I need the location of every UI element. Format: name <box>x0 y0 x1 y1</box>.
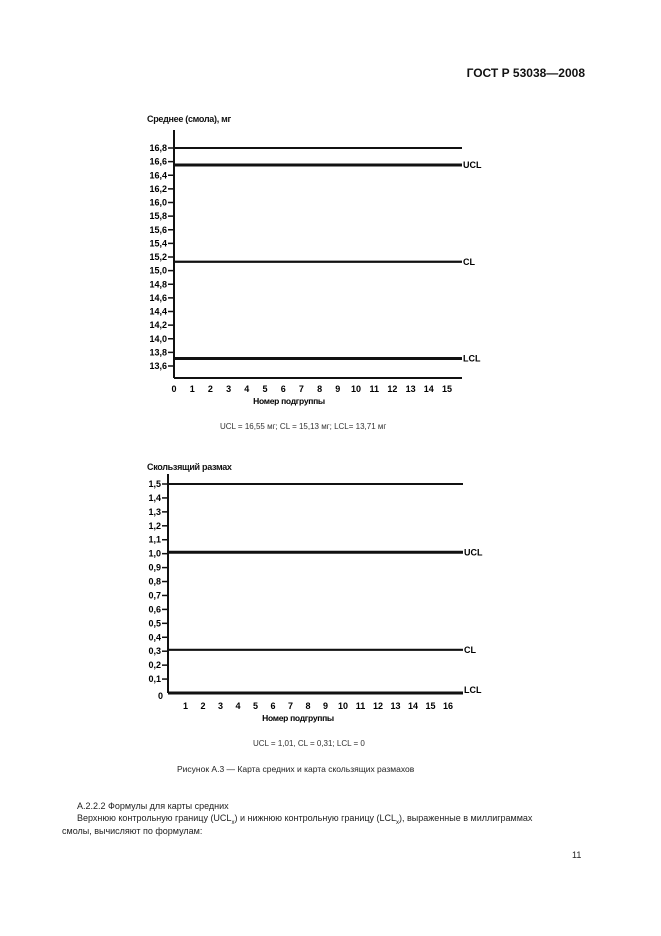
paragraph-line-2: смолы, вычисляют по формулам: <box>62 826 203 836</box>
standard-header: ГОСТ Р 53038—2008 <box>466 66 585 80</box>
y-tick-label: 16,8 <box>149 143 167 153</box>
x-tick-label: 6 <box>281 384 286 394</box>
line-label-lcl: LCL <box>463 354 481 364</box>
y-tick-label: 14,4 <box>149 307 167 317</box>
chart1-title: Среднее (смола), мг <box>147 114 231 124</box>
text: ) и нижнюю контрольную границу (LCL <box>234 813 397 823</box>
x-tick-label: 13 <box>406 384 416 394</box>
subscript: x <box>396 819 400 826</box>
x-tick-label: 4 <box>244 384 249 394</box>
y-tick-label: 16,0 <box>149 198 167 208</box>
y-tick-label: 14,8 <box>149 279 167 289</box>
y-tick-label: 14,6 <box>149 293 167 303</box>
x-tick-label: 11 <box>369 384 379 394</box>
text: ), выраженные в миллиграммах <box>399 813 533 823</box>
section-heading: А.2.2.2 Формулы для карты средних <box>77 801 229 811</box>
paragraph-line-1: Верхнюю контрольную границу (UCLx) и ниж… <box>77 813 532 826</box>
subscript: x <box>231 819 235 826</box>
y-tick-label: 14,0 <box>149 334 167 344</box>
x-tick-label: 10 <box>351 384 361 394</box>
x-tick-label: 15 <box>442 384 452 394</box>
y-tick-label: 14,2 <box>149 320 167 330</box>
chart1-caption: UCL = 16,55 мг; CL = 15,13 мг; LCL= 13,7… <box>220 422 387 431</box>
x-tick-label: 8 <box>317 384 322 394</box>
y-tick-label: 13,8 <box>149 347 167 357</box>
page-number: 11 <box>572 850 582 860</box>
x-axis-title: Номер подгруппы <box>253 396 325 406</box>
x-tick-label: 2 <box>208 384 213 394</box>
text: Верхнюю контрольную границу (UCL <box>77 813 232 823</box>
y-tick-label: 13,6 <box>149 361 167 371</box>
x-tick-label: 7 <box>299 384 304 394</box>
x-tick-label: 14 <box>424 384 434 394</box>
y-tick-label: 16,4 <box>149 170 167 180</box>
x-tick-label: 5 <box>262 384 267 394</box>
x-tick-label: 1 <box>190 384 195 394</box>
x-tick-label: 9 <box>335 384 340 394</box>
x-tick-label: 0 <box>171 384 176 394</box>
chart2-caption: UCL = 1,01, CL = 0,31; LCL = 0 <box>253 739 365 748</box>
chart2-title: Скользящий размах <box>147 462 232 472</box>
y-tick-label: 15,2 <box>149 252 167 262</box>
x-tick-label: 12 <box>387 384 397 394</box>
line-label-cl: CL <box>463 257 475 267</box>
y-tick-label: 15,4 <box>149 238 167 248</box>
figure-caption: Рисунок А.3 — Карта средних и карта скол… <box>177 764 415 774</box>
y-tick-label: 15,6 <box>149 225 167 235</box>
x-tick-label: 3 <box>226 384 231 394</box>
y-tick-label: 15,0 <box>149 266 167 276</box>
line-label-ucl: UCL <box>463 160 482 170</box>
y-tick-label: 15,8 <box>149 211 167 221</box>
y-tick-label: 16,6 <box>149 157 167 167</box>
y-tick-label: 16,2 <box>149 184 167 194</box>
